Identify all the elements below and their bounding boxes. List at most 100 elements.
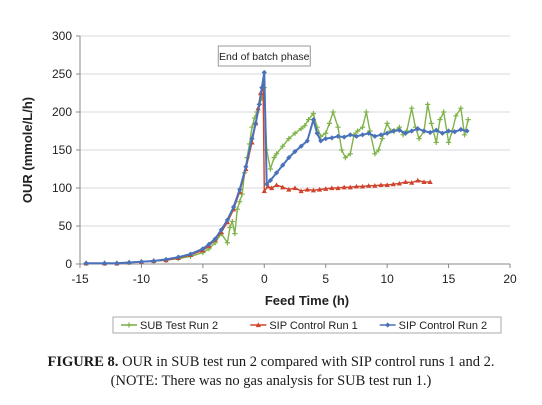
data-point [256,101,262,107]
data-point [280,143,286,149]
annotation-box [217,45,311,67]
data-point [286,186,292,192]
data-point [237,186,243,193]
data-point [323,186,329,191]
data-point [163,256,169,263]
data-point [200,246,206,252]
legend-label: SUB Test Run 2 [140,320,218,332]
data-point [264,181,270,187]
data-point [218,227,224,233]
x-tick-label: 0 [261,272,268,286]
x-tick-label: 10 [380,272,394,286]
data-point [304,138,310,144]
data-point [330,109,336,115]
data-point [428,120,434,126]
data-point [101,260,108,266]
data-point [464,128,470,134]
data-point [280,184,286,190]
data-point [286,136,292,142]
y-tick-label: 250 [52,67,72,81]
data-point [372,151,378,157]
data-point [292,148,298,155]
data-point [384,120,390,126]
data-point [359,132,366,138]
data-point [342,155,348,161]
data-point [461,132,468,138]
data-point [286,155,292,161]
data-point [375,147,382,153]
x-tick-label: 20 [503,272,517,286]
data-point [441,109,447,115]
data-point [402,179,409,184]
data-point [265,183,271,189]
axis-layer: 0 50 100 150 200 250 300 -15 -10 -5 0 5 10 15 20 Feed T… [20,29,517,308]
data-point [292,130,298,136]
data-point [335,133,341,139]
data-point [335,185,341,191]
legend-swatch-marker [255,322,261,328]
data-point [298,143,304,149]
data-point [323,130,329,136]
data-point [347,151,353,157]
chart-svg: 0 50 100 150 200 250 300 -15 -10 -5 0 5 10 15 20 Feed T… [20,29,517,334]
data-point [378,182,384,188]
data-point [273,151,280,157]
data-point [339,147,345,153]
data-point [458,105,464,111]
data-point [359,183,366,189]
data-point [416,136,422,142]
data-point [267,177,274,183]
data-point [212,236,218,242]
x-tick-label: -10 [133,272,151,286]
data-point [409,180,415,185]
series-3 [83,69,470,266]
data-point [425,101,431,107]
data-point [347,184,353,190]
caption-line-2: (NOTE: There was no gas analysis for SUB… [110,373,432,389]
data-point [269,185,275,191]
data-point [151,258,157,264]
data-point [239,191,245,197]
data-point [372,183,378,188]
legend-swatch-marker [385,322,391,328]
data-point [347,132,353,138]
data-point [298,126,304,132]
legend-entry: SUB Test Run 2 [121,320,218,332]
data-point [227,224,233,231]
data-point [396,127,403,133]
x-tick-label: 5 [322,272,329,286]
data-point [458,126,464,133]
data-point [187,251,194,257]
data-point [341,134,347,140]
data-point [465,117,471,123]
data-point [415,126,421,132]
y-tick-label: 50 [59,219,73,233]
data-point [253,120,259,126]
y-tick-label: 200 [52,105,72,119]
data-point [298,188,304,194]
data-point [259,85,265,91]
data-point [318,138,324,144]
data-point [310,110,317,117]
annotation-layer: End of batch phase [217,45,311,67]
caption-figure-label: FIGURE 8. [47,354,119,370]
y-tick-label: 150 [52,143,72,157]
data-point [421,128,427,134]
data-point [316,186,323,192]
data-point [310,117,317,123]
y-tick-label: 0 [65,257,72,271]
legend-entry: SIP Control Run 2 [379,320,487,332]
data-point [206,241,212,247]
data-point [224,240,231,246]
data-point [445,139,452,145]
data-point [433,139,439,145]
x-tick-label: -5 [198,272,209,286]
data-point [249,124,255,130]
data-point [243,164,249,170]
data-point [237,199,243,205]
data-point [372,133,378,139]
series-line [86,71,468,265]
data-point [355,128,361,134]
data-point [353,183,360,189]
x-tick-label: 15 [442,272,456,286]
